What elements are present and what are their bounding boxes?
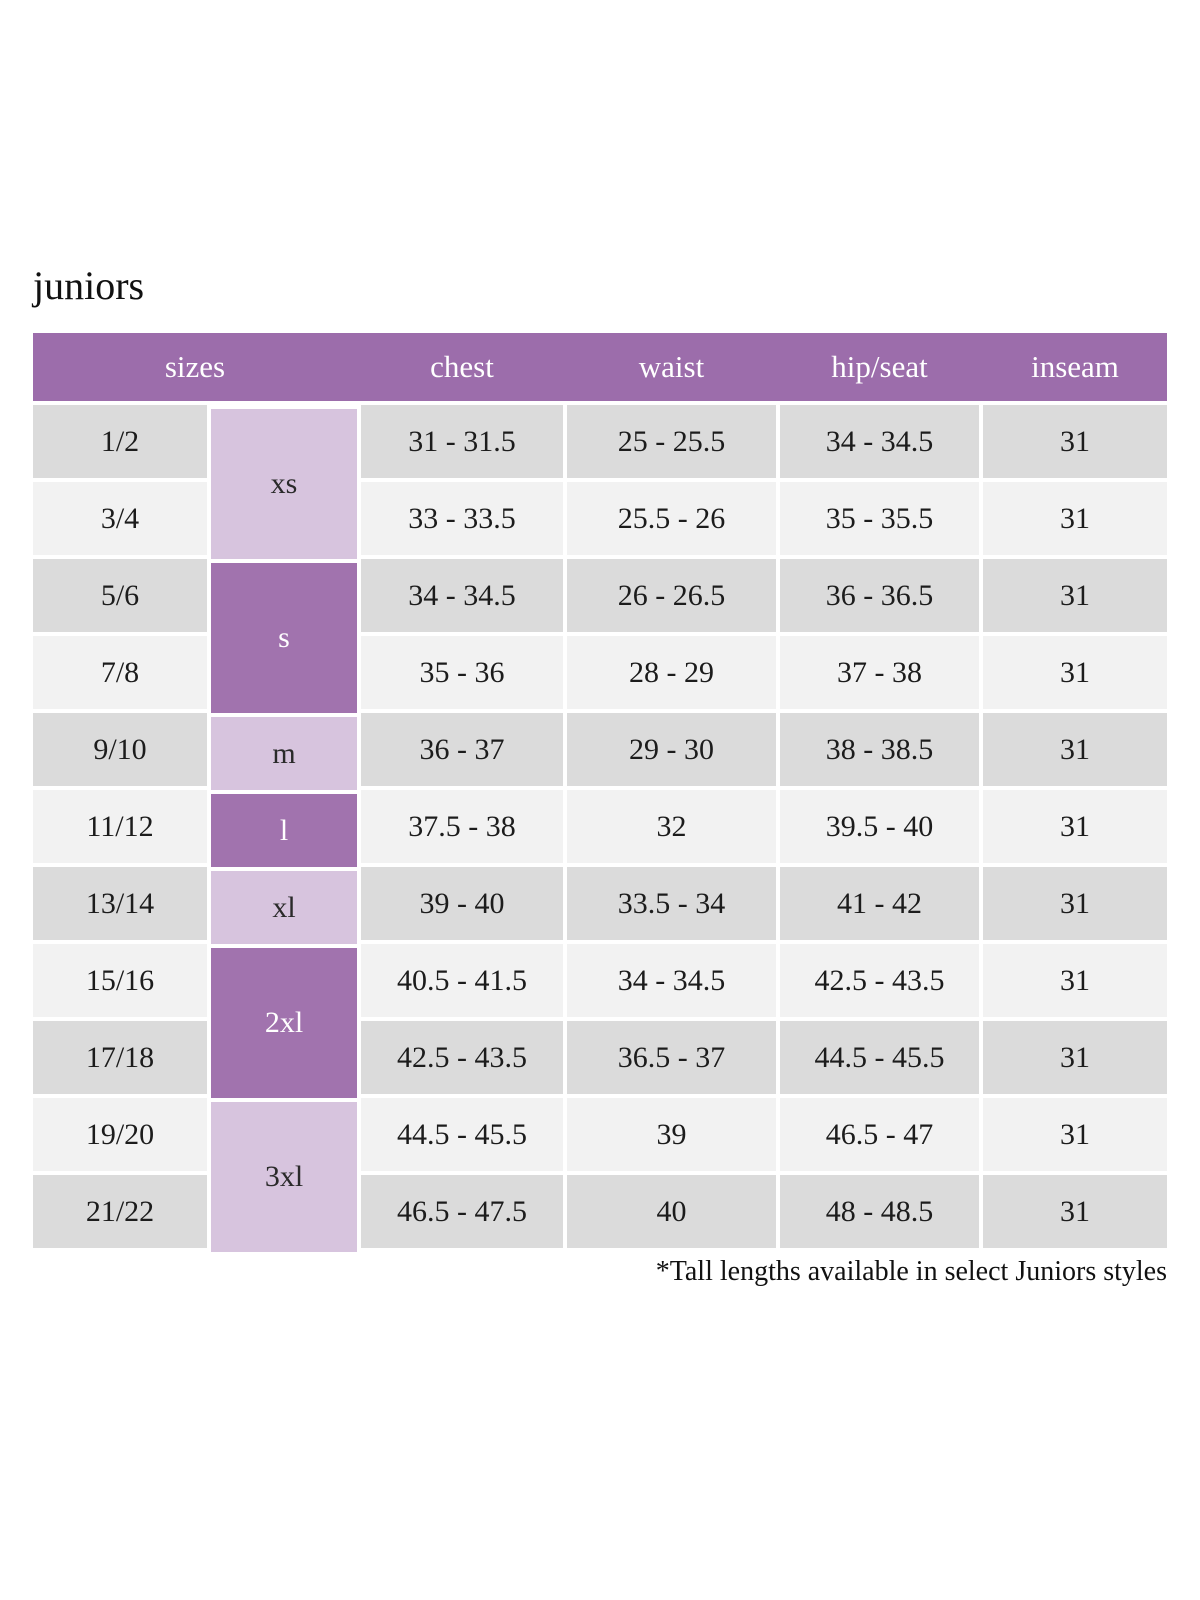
chest-cell: 36 - 37 <box>361 713 563 786</box>
size-cell: 1/2 <box>33 405 207 478</box>
hip-seat-cell: 42.5 - 43.5 <box>780 944 979 1017</box>
waist-cell: 40 <box>567 1175 776 1248</box>
header-cell-sizes: sizes <box>164 349 226 384</box>
size-group-cell-3xl: 3xl <box>211 1102 357 1252</box>
tall-lengths-footnote: *Tall lengths available in select Junior… <box>655 1256 1167 1287</box>
chest-cell: 40.5 - 41.5 <box>361 944 563 1017</box>
size-group-cell-2xl: 2xl <box>211 948 357 1098</box>
table-body: 1/2 xs 31 - 31.5 25 - 25.5 34 - 34.5 31 … <box>33 405 1167 1252</box>
chest-cell: 44.5 - 45.5 <box>361 1098 563 1171</box>
chest-cell: 35 - 36 <box>361 636 563 709</box>
header-cell-chest: chest <box>430 349 494 384</box>
waist-cell: 33.5 - 34 <box>567 867 776 940</box>
waist-cell: 39 <box>567 1098 776 1171</box>
chest-cell: 34 - 34.5 <box>361 559 563 632</box>
hip-seat-cell: 34 - 34.5 <box>780 405 979 478</box>
header-cell-hip-seat: hip/seat <box>831 349 928 384</box>
size-group-cell-xs: xs <box>211 409 357 559</box>
waist-cell: 34 - 34.5 <box>567 944 776 1017</box>
chest-cell: 46.5 - 47.5 <box>361 1175 563 1248</box>
hip-seat-cell: 41 - 42 <box>780 867 979 940</box>
chest-cell: 42.5 - 43.5 <box>361 1021 563 1094</box>
size-group-cell-m: m <box>211 717 357 790</box>
header-cell-inseam: inseam <box>1031 349 1119 384</box>
inseam-cell: 31 <box>983 1098 1167 1171</box>
hip-seat-cell: 39.5 - 40 <box>780 790 979 863</box>
inseam-cell: 31 <box>983 1175 1167 1248</box>
inseam-cell: 31 <box>983 405 1167 478</box>
size-cell: 5/6 <box>33 559 207 632</box>
hip-seat-cell: 44.5 - 45.5 <box>780 1021 979 1094</box>
inseam-cell: 31 <box>983 867 1167 940</box>
hip-seat-cell: 36 - 36.5 <box>780 559 979 632</box>
size-group-cell-s: s <box>211 563 357 713</box>
inseam-cell: 31 <box>983 713 1167 786</box>
size-cell: 19/20 <box>33 1098 207 1171</box>
size-cell: 11/12 <box>33 790 207 863</box>
size-cell: 17/18 <box>33 1021 207 1094</box>
size-group-cell-l: l <box>211 794 357 867</box>
inseam-cell: 31 <box>983 559 1167 632</box>
size-cell: 13/14 <box>33 867 207 940</box>
size-cell: 21/22 <box>33 1175 207 1248</box>
hip-seat-cell: 46.5 - 47 <box>780 1098 979 1171</box>
hip-seat-cell: 37 - 38 <box>780 636 979 709</box>
waist-cell: 25 - 25.5 <box>567 405 776 478</box>
waist-cell: 36.5 - 37 <box>567 1021 776 1094</box>
chest-cell: 31 - 31.5 <box>361 405 563 478</box>
inseam-cell: 31 <box>983 1021 1167 1094</box>
inseam-cell: 31 <box>983 482 1167 555</box>
size-cell: 7/8 <box>33 636 207 709</box>
chest-cell: 33 - 33.5 <box>361 482 563 555</box>
waist-cell: 32 <box>567 790 776 863</box>
waist-cell: 28 - 29 <box>567 636 776 709</box>
waist-cell: 26 - 26.5 <box>567 559 776 632</box>
page-title: juniors <box>33 263 145 308</box>
waist-cell: 25.5 - 26 <box>567 482 776 555</box>
inseam-cell: 31 <box>983 790 1167 863</box>
header-cell-waist: waist <box>638 349 705 384</box>
juniors-size-chart: sizes chest waist hip/seat inseam 1/2 xs… <box>33 333 1167 1252</box>
chest-cell: 37.5 - 38 <box>361 790 563 863</box>
inseam-cell: 31 <box>983 636 1167 709</box>
inseam-cell: 31 <box>983 944 1167 1017</box>
size-cell: 15/16 <box>33 944 207 1017</box>
hip-seat-cell: 48 - 48.5 <box>780 1175 979 1248</box>
chest-cell: 39 - 40 <box>361 867 563 940</box>
size-group-cell-xl: xl <box>211 871 357 944</box>
table-header-row: sizes chest waist hip/seat inseam <box>33 333 1167 401</box>
hip-seat-cell: 35 - 35.5 <box>780 482 979 555</box>
size-cell: 9/10 <box>33 713 207 786</box>
waist-cell: 29 - 30 <box>567 713 776 786</box>
hip-seat-cell: 38 - 38.5 <box>780 713 979 786</box>
size-cell: 3/4 <box>33 482 207 555</box>
